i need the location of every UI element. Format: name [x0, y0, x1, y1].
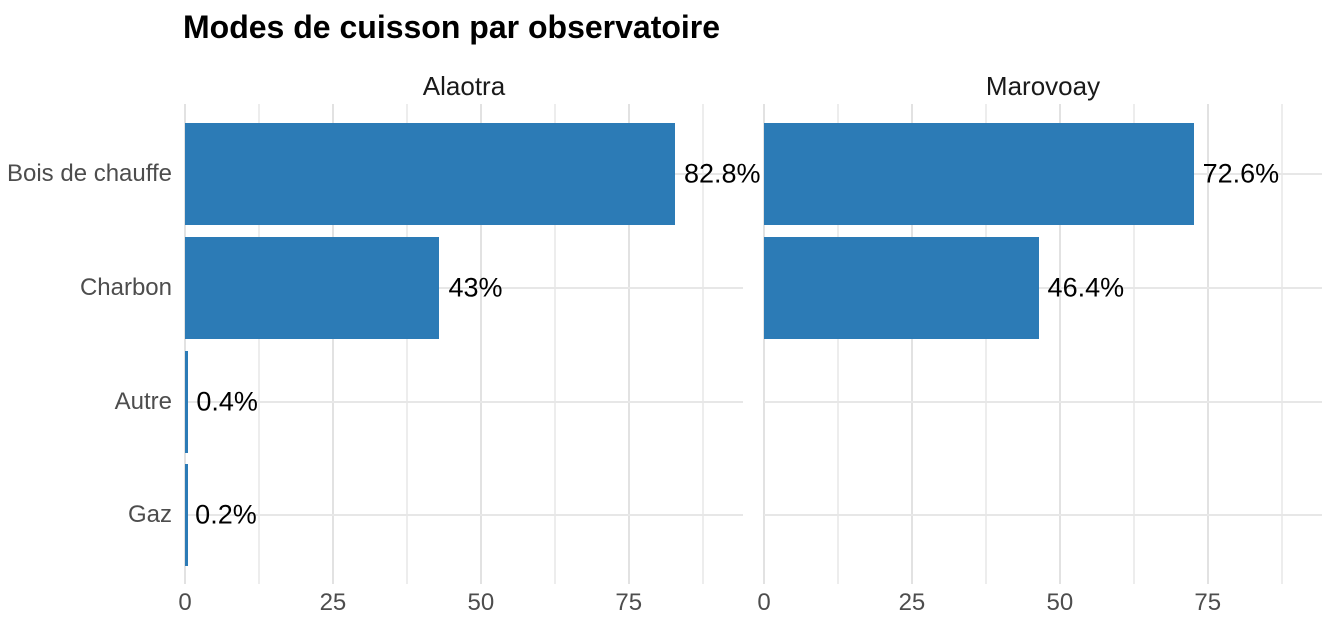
gridline-horizontal: [764, 401, 1322, 403]
gridline-major: [184, 104, 186, 584]
bar: [185, 237, 440, 339]
bar: [185, 351, 188, 453]
gridline-horizontal: [185, 514, 743, 516]
category-label: Autre: [114, 388, 172, 415]
bar-value-label: 43%: [448, 272, 503, 303]
page-title: Modes de cuisson par observatoire: [183, 9, 721, 45]
x-tick-label: 25: [319, 589, 347, 616]
category-label: Bois de chauffe: [6, 160, 172, 187]
gridline-minor: [553, 104, 556, 584]
bar-value-label: 46.4%: [1047, 272, 1125, 303]
gridline-major: [1206, 104, 1209, 584]
facet-panel-alaotra: 82.8% 43% 0.4% 0.2%: [184, 104, 761, 584]
gridline-minor: [405, 104, 408, 584]
gridline-horizontal: [764, 287, 1322, 289]
category-label: Gaz: [127, 501, 172, 528]
x-tick-label: 50: [1046, 589, 1074, 616]
gridline-minor: [701, 104, 704, 584]
gridline-minor: [257, 104, 260, 584]
x-tick-label: 0: [757, 589, 771, 616]
gridline-major: [627, 104, 630, 584]
gridline-major: [479, 104, 482, 584]
bar-value-label: 82.8%: [683, 158, 761, 189]
facet-title-alaotra: Alaotra: [422, 71, 506, 101]
gridline-minor: [1280, 104, 1283, 584]
gridline-minor: [1132, 104, 1135, 584]
gridline-horizontal: [185, 401, 743, 403]
gridline-minor: [984, 104, 987, 584]
gridline-major: [910, 104, 913, 584]
bar: [185, 464, 188, 566]
facet-panel-marovoay: 72.6% 46.4%: [763, 104, 1322, 584]
gridline-major: [1058, 104, 1061, 584]
facet-title-marovoay: Marovoay: [985, 71, 1101, 101]
bar: [764, 123, 1194, 225]
bar-value-label: 72.6%: [1202, 158, 1280, 189]
bar: [764, 237, 1039, 339]
x-tick-label: 25: [898, 589, 926, 616]
gridline-horizontal: [764, 514, 1322, 516]
category-label: Charbon: [79, 274, 172, 301]
gridline-minor: [836, 104, 839, 584]
x-tick-label: 75: [1194, 589, 1222, 616]
x-axis-alaotra: 0 25 50 75: [178, 589, 743, 619]
bar-value-label: 0.4%: [196, 386, 258, 417]
gridline-horizontal: [185, 287, 743, 289]
gridline-major: [763, 104, 765, 584]
x-tick-label: 75: [615, 589, 643, 616]
x-tick-label: 50: [467, 589, 495, 616]
bar: [185, 123, 675, 225]
bar-value-label: 0.2%: [195, 499, 257, 530]
category-axis: Bois de chauffe Charbon Autre Gaz: [0, 104, 172, 584]
gridline-major: [331, 104, 334, 584]
x-axis-marovoay: 0 25 50 75: [757, 589, 1322, 619]
x-tick-label: 0: [178, 589, 192, 616]
